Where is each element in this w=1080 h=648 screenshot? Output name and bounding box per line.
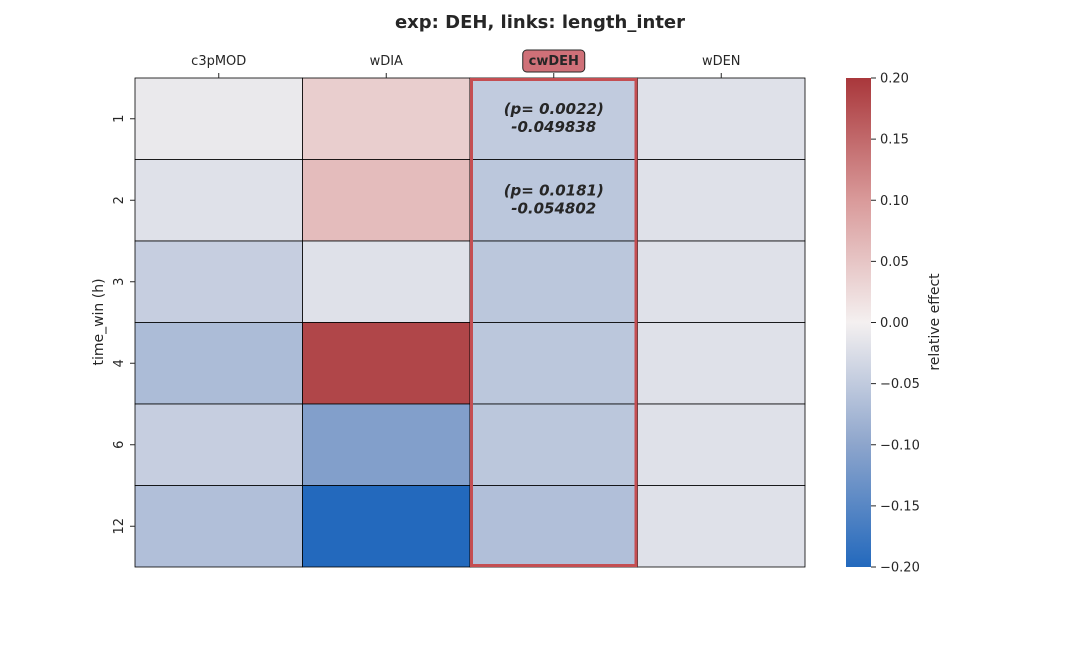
colorbar	[846, 78, 871, 567]
heatmap-cell-r4-wDEN	[637, 322, 806, 405]
annotation-effect: -0.049838	[511, 118, 596, 136]
heatmap-cell-r12-c3pMOD	[134, 485, 303, 568]
heatmap-cell-r12-wDEN	[637, 485, 806, 568]
heatmap-cell-r1-c3pMOD	[134, 77, 303, 160]
heatmap-cell-r1-wDIA	[302, 77, 471, 160]
heatmap-cell-r6-c3pMOD	[134, 403, 303, 486]
heatmap-cell-r3-cwDEH	[469, 240, 638, 323]
colorbar-tick-label: 0.00	[880, 316, 909, 331]
colorbar-tick-label: −0.15	[880, 499, 920, 514]
cell-annotations: (p= 0.0022)-0.049838 (p= 0.0181)-0.054802	[504, 100, 604, 218]
colorbar-tick-label: −0.05	[880, 377, 920, 392]
colorbar-tick-label: −0.20	[880, 561, 920, 576]
heatmap-cell-r2-c3pMOD	[134, 159, 303, 242]
x-tick-label-cwDEH: cwDEH	[529, 54, 579, 69]
heatmap-cell-r4-c3pMOD	[134, 322, 303, 405]
x-tick-label-wDIA: wDIA	[370, 54, 403, 69]
y-axis-label: time_win (h)	[91, 278, 107, 365]
heatmap-cell-r3-c3pMOD	[134, 240, 303, 323]
heatmap-cell-r4-wDIA	[302, 322, 471, 405]
chart-title: exp: DEH, links: length_inter	[395, 12, 685, 33]
y-tick-label-12: 12	[112, 518, 127, 535]
heatmap-cell-r2-cwDEH	[469, 159, 638, 242]
heatmap-cell-r3-wDIA	[302, 240, 471, 323]
annotation-effect: -0.054802	[511, 199, 596, 217]
highlight-tick-box	[522, 49, 586, 73]
annotation-pvalue: (p= 0.0181)	[504, 181, 604, 199]
y-tick-label-4: 4	[112, 359, 127, 367]
y-tick-label-2: 2	[112, 196, 127, 204]
heatmap-cell-r1-wDEN	[637, 77, 806, 160]
heatmap-cells	[134, 77, 806, 568]
colorbar-ticks: 0.20 0.15 0.10 0.05 0.00 −0.05 −0.10 −0.15 −0.20	[871, 72, 920, 576]
heatmap-cell-r6-cwDEH	[469, 403, 638, 486]
heatmap-cell-r12-wDIA	[302, 485, 471, 568]
x-tick-labels: c3pMOD wDIA cwDEH wDEN	[191, 49, 741, 78]
x-tick-label-c3pMOD: c3pMOD	[191, 54, 246, 69]
heatmap-cell-r12-cwDEH	[469, 485, 638, 568]
colorbar-tick-label: 0.15	[880, 133, 909, 148]
heatmap-cell-r4-cwDEH	[469, 322, 638, 405]
colorbar-label: relative effect	[927, 273, 943, 371]
y-tick-label-6: 6	[112, 441, 127, 449]
heatmap-cell-r2-wDEN	[637, 159, 806, 242]
colorbar-tick-label: 0.05	[880, 255, 909, 270]
heatmap-cell-r6-wDEN	[637, 403, 806, 486]
heatmap-cell-r1-cwDEH	[469, 77, 638, 160]
heatmap-cell-r6-wDIA	[302, 403, 471, 486]
y-tick-label-3: 3	[112, 278, 127, 286]
annotation-pvalue: (p= 0.0022)	[504, 100, 604, 118]
colorbar-tick-label: 0.20	[880, 72, 909, 87]
x-tick-label-wDEN: wDEN	[702, 54, 741, 69]
colorbar-tick-label: −0.10	[880, 438, 920, 453]
highlight-column-outline	[470, 78, 638, 567]
y-tick-label-1: 1	[112, 115, 127, 123]
colorbar-tick-label: 0.10	[880, 194, 909, 209]
heatmap-cell-r3-wDEN	[637, 240, 806, 323]
heatmap-cell-r2-wDIA	[302, 159, 471, 242]
